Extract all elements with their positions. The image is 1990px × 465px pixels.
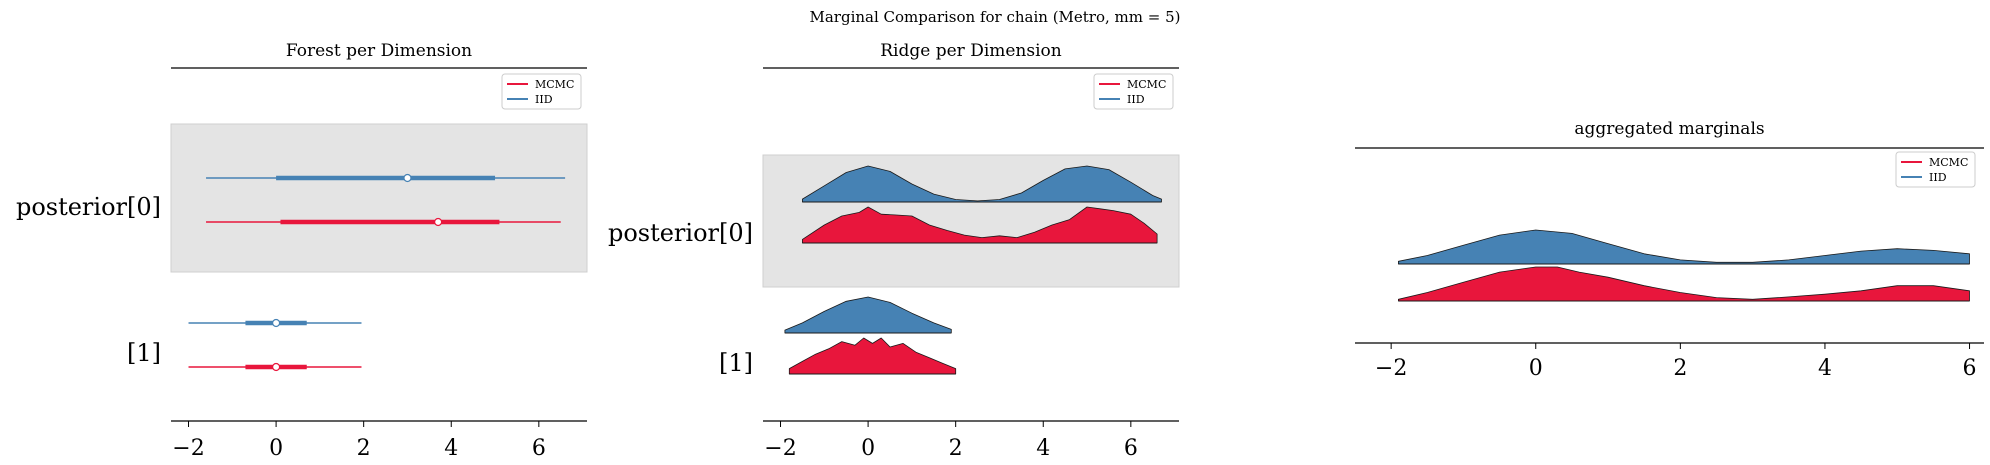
density-ridge-iid (1398, 229, 1970, 265)
panel-title: aggregated marginals (1574, 119, 1764, 139)
x-tick-label: 2 (357, 436, 371, 461)
x-tick-label: 6 (1124, 436, 1138, 461)
figure-suptitle: Marginal Comparison for chain (Metro, mm… (810, 8, 1181, 26)
x-tick-label: −2 (764, 436, 796, 461)
density-ridge-iid (784, 296, 952, 334)
median-point-iid (271, 318, 281, 328)
density-ridge-mcmc (1398, 266, 1970, 302)
legend-label-iid: IID (1127, 93, 1145, 106)
x-tick-label: 4 (1818, 356, 1832, 381)
x-tick-label: 6 (532, 436, 546, 461)
x-tick-label: 4 (444, 436, 458, 461)
legend-label-iid: IID (535, 93, 553, 106)
dimension-band (170, 123, 588, 273)
legend-box (1093, 73, 1174, 110)
x-tick-label: 2 (1673, 356, 1687, 381)
x-tick-label: 4 (1036, 436, 1050, 461)
legend-label-mcmc: MCMC (535, 78, 574, 91)
panel-0: Forest per Dimension posterior[0] [1] −2 0 2 4… (16, 41, 588, 461)
x-tick-label: 6 (1963, 356, 1977, 381)
median-point-mcmc (434, 217, 443, 227)
legend-box (1895, 151, 1976, 188)
y-label: [1] (127, 339, 161, 367)
legend-label-mcmc: MCMC (1929, 156, 1968, 169)
density-ridge-iid (802, 165, 1162, 203)
median-point-mcmc (271, 362, 281, 372)
x-tick-label: 0 (861, 436, 875, 461)
chart-panels: Forest per Dimension posterior[0] [1] −2 0 2 4… (16, 41, 1984, 461)
x-tick-label: 2 (949, 436, 963, 461)
y-label: [1] (719, 349, 753, 377)
legend-label-iid: IID (1929, 171, 1947, 184)
panel-2: aggregated marginals −2 0 2 4 6 MCMC IID (1355, 119, 1984, 381)
density-ridge-mcmc (788, 337, 957, 375)
panel-1: Ridge per Dimension posterior[0] [1] −2 0 2 4 6… (608, 41, 1180, 461)
x-tick-label: 0 (269, 436, 283, 461)
panel-title: Ridge per Dimension (880, 41, 1062, 61)
y-label: posterior[0] (608, 219, 753, 247)
x-tick-label: −2 (1375, 356, 1407, 381)
legend-box (501, 73, 582, 110)
panel-title: Forest per Dimension (286, 41, 472, 61)
x-tick-label: 0 (1529, 356, 1543, 381)
median-point-iid (403, 173, 412, 183)
x-tick-label: −2 (172, 436, 204, 461)
y-label: posterior[0] (16, 193, 161, 221)
legend-label-mcmc: MCMC (1127, 78, 1166, 91)
density-ridge-mcmc (802, 206, 1158, 244)
